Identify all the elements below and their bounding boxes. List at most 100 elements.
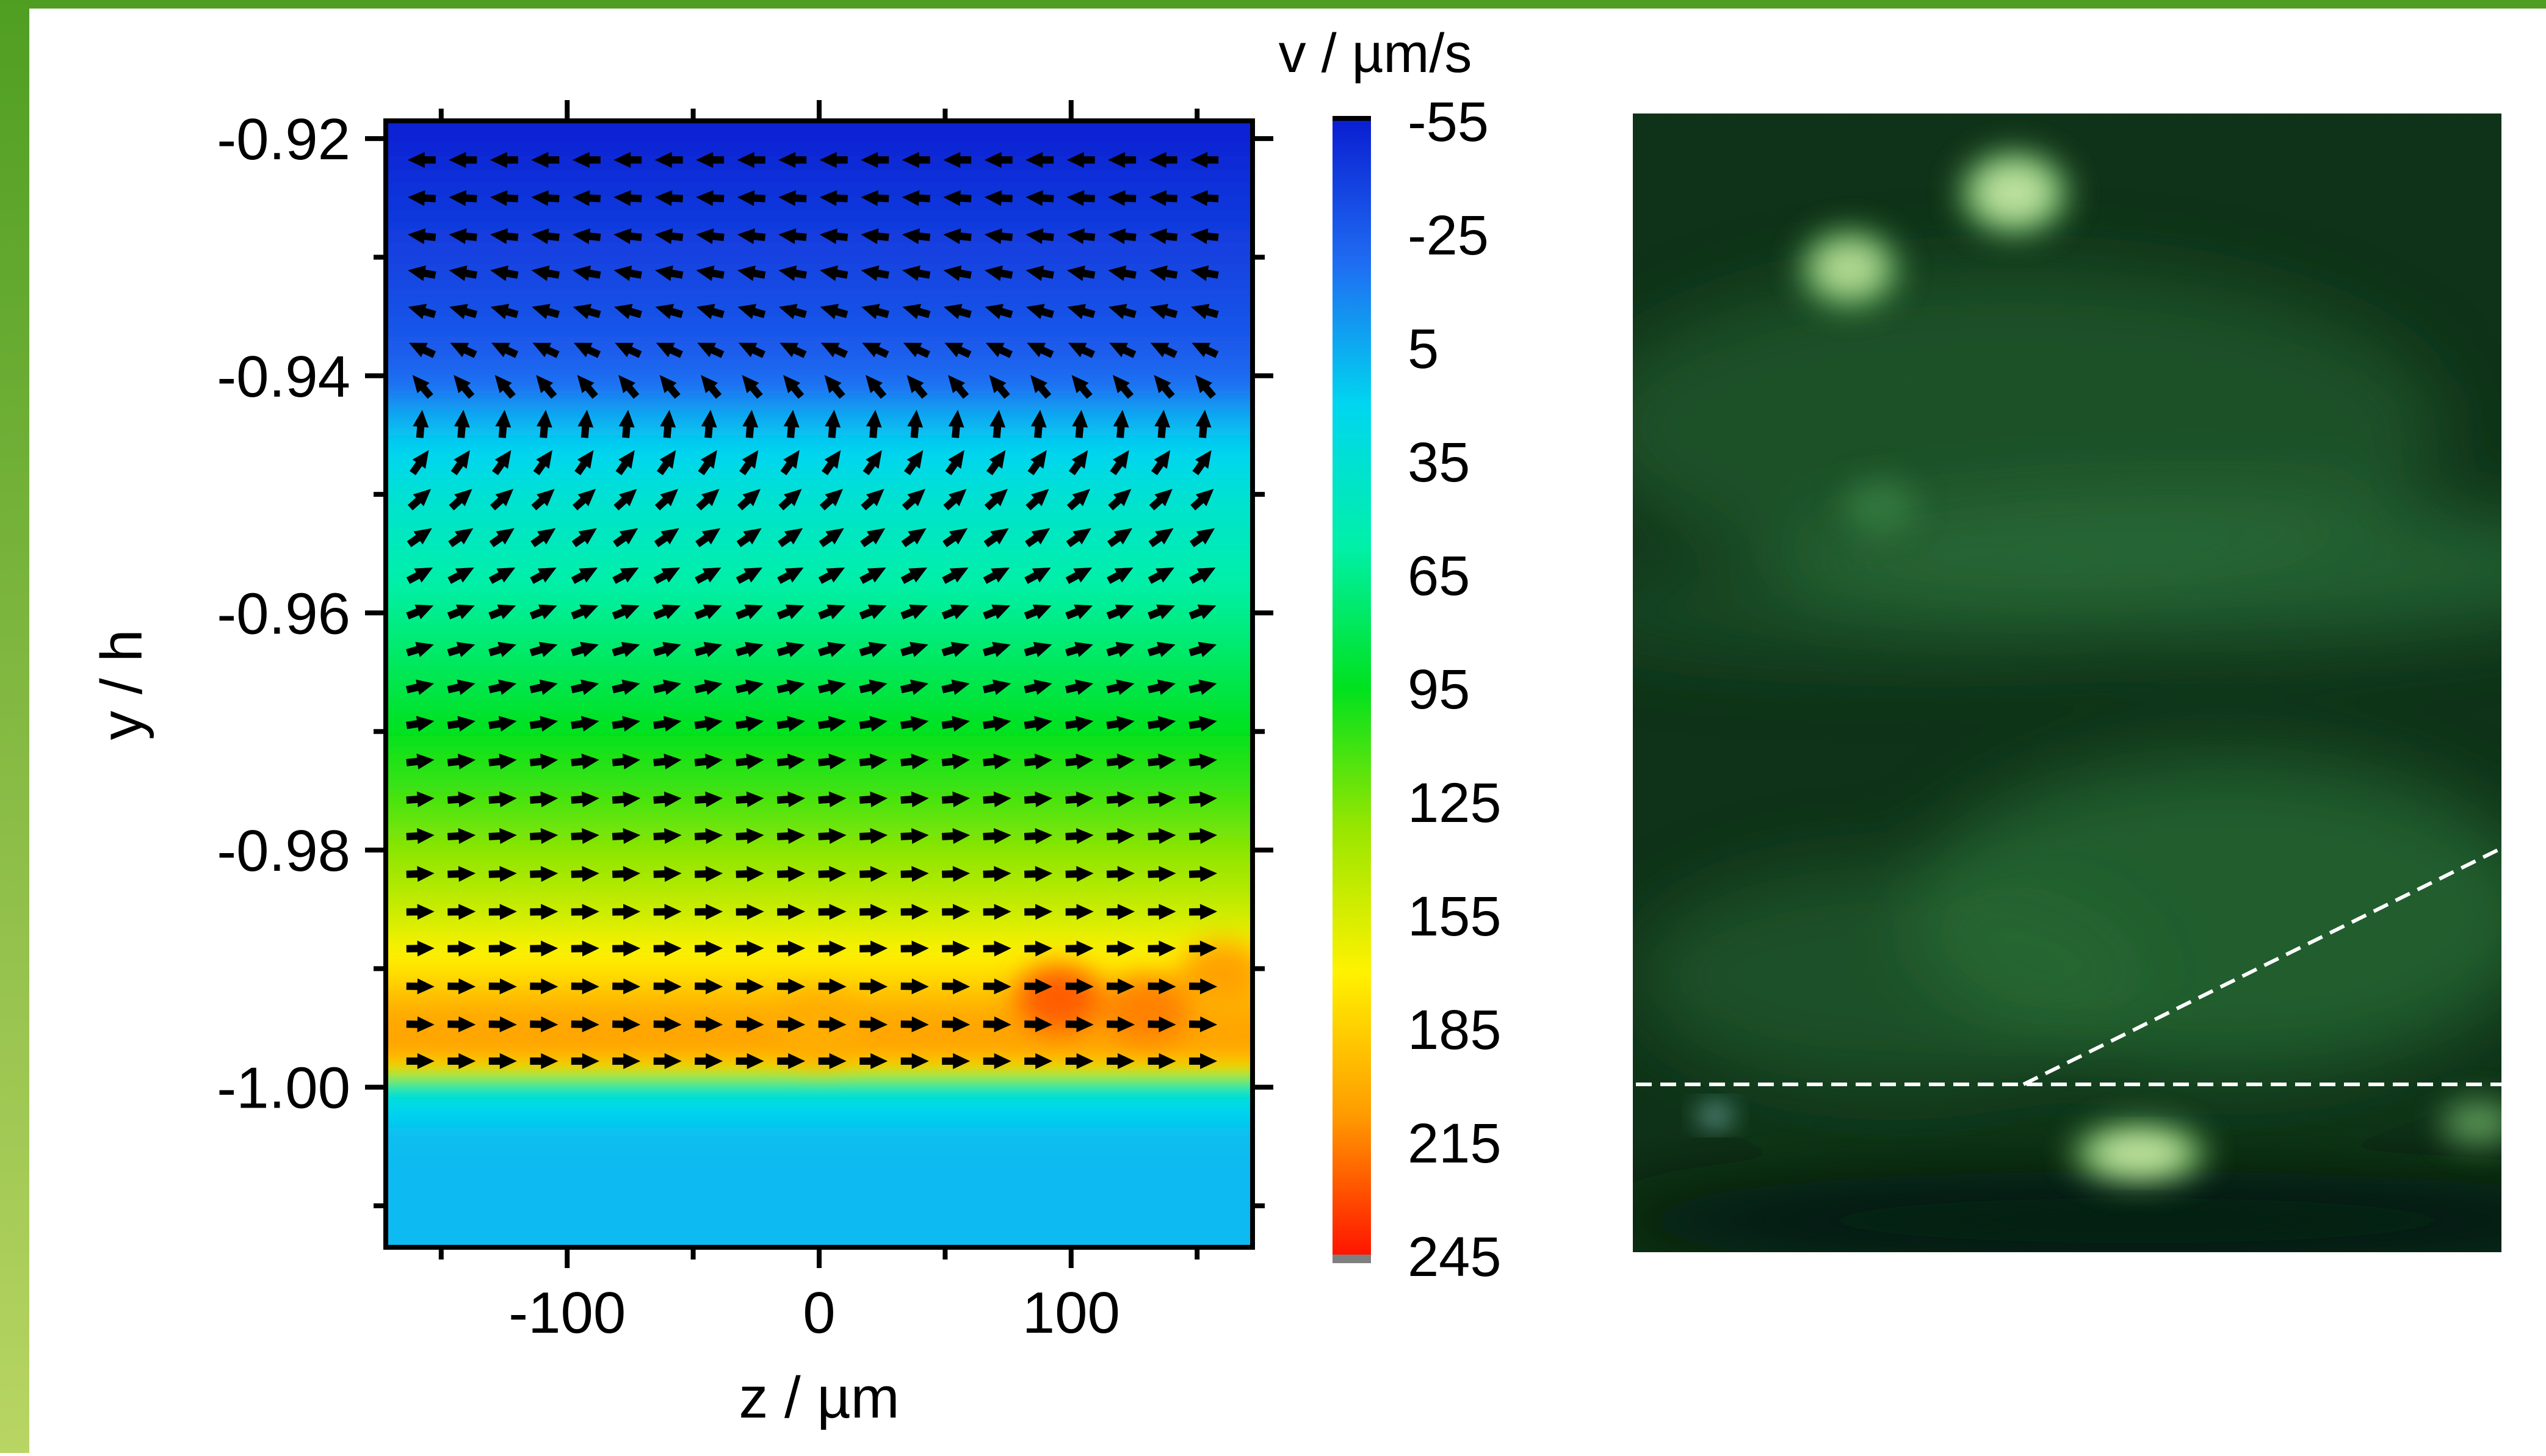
velocity-arrow — [1025, 265, 1054, 281]
velocity-arrow — [406, 567, 433, 584]
velocity-arrow — [941, 828, 971, 844]
field-band — [386, 792, 1253, 798]
colorbar-gradient — [1333, 121, 1371, 1256]
velocity-arrow — [1024, 791, 1053, 807]
velocity-arrow — [1109, 342, 1137, 358]
velocity-arrow — [450, 342, 477, 358]
field-band — [386, 594, 1253, 599]
velocity-arrow — [1148, 828, 1176, 844]
field-band — [386, 259, 1253, 265]
field-band — [386, 1081, 1253, 1087]
colorbar-tick-label: -55 — [1408, 91, 1489, 153]
velocity-arrow — [1107, 1053, 1135, 1069]
velocity-arrow — [900, 679, 929, 695]
field-band — [386, 503, 1253, 509]
field-band — [386, 657, 1253, 663]
velocity-arrow — [701, 409, 717, 438]
field-band — [386, 901, 1253, 907]
field-band — [386, 941, 1253, 947]
velocity-arrow — [900, 978, 929, 995]
velocity-arrow — [612, 978, 641, 995]
angle-dashed-line — [2022, 846, 2501, 1086]
field-band — [386, 512, 1253, 518]
field-band — [386, 566, 1253, 572]
velocity-arrow — [1066, 152, 1095, 168]
velocity-arrow — [942, 528, 968, 547]
velocity-arrow — [696, 152, 725, 168]
velocity-arrow — [825, 409, 841, 438]
velocity-arrow — [1190, 190, 1219, 206]
field-band — [386, 954, 1253, 960]
velocity-arrow — [1188, 679, 1217, 695]
velocity-arrow — [655, 304, 684, 320]
velocity-arrow — [738, 342, 765, 358]
field-band — [386, 1176, 1253, 1182]
velocity-arrow — [1148, 791, 1176, 807]
field-band — [386, 1122, 1253, 1128]
field-band — [386, 968, 1253, 975]
velocity-heatmap — [386, 121, 1253, 1247]
field-band — [386, 173, 1253, 179]
velocity-arrow — [818, 940, 847, 957]
velocity-arrow — [777, 567, 804, 584]
field-band — [386, 1090, 1253, 1096]
velocity-arrow — [902, 265, 931, 281]
field-band — [386, 1217, 1253, 1222]
velocity-arrow — [859, 978, 888, 995]
velocity-arrow — [1066, 228, 1096, 245]
velocity-arrow — [488, 866, 517, 882]
velocity-arrow — [1106, 828, 1135, 844]
field-band — [386, 178, 1253, 184]
field-band — [386, 377, 1253, 383]
velocity-arrow — [612, 791, 641, 807]
velocity-arrow — [653, 679, 682, 695]
velocity-arrow — [529, 679, 558, 695]
velocity-arrow — [907, 409, 924, 438]
field-band — [386, 291, 1253, 297]
velocity-arrow — [1025, 528, 1051, 547]
velocity-arrow — [577, 375, 598, 399]
velocity-arrow — [942, 940, 971, 957]
field-band — [386, 517, 1253, 523]
velocity-arrow — [406, 978, 435, 995]
field-band — [386, 408, 1253, 414]
velocity-arrow — [866, 375, 887, 399]
velocity-arrow — [449, 190, 477, 206]
plot-axes: -100 0 100 -0.92 -0.94 -0.96 -0.98 -1.00 — [217, 100, 1273, 1346]
velocity-arrow — [778, 152, 807, 168]
velocity-arrow — [454, 409, 470, 438]
velocity-arrow — [410, 450, 429, 475]
velocity-arrow — [948, 375, 969, 399]
velocity-arrow — [736, 904, 764, 920]
velocity-arrow — [571, 567, 598, 584]
velocity-arrow — [859, 791, 888, 807]
velocity-arrow — [1149, 228, 1178, 245]
field-band — [386, 1135, 1253, 1141]
field-band — [386, 815, 1253, 821]
velocity-arrow — [819, 152, 848, 168]
velocity-arrow — [1108, 228, 1137, 245]
velocity-arrow — [694, 828, 723, 844]
hotspot — [776, 994, 862, 1062]
velocity-arrow — [536, 409, 552, 438]
velocity-arrow — [653, 791, 682, 807]
velocity-arrow — [696, 228, 725, 245]
velocity-arrow — [1149, 190, 1177, 206]
velocity-arrow — [1148, 604, 1175, 620]
velocity-arrow — [1065, 1053, 1094, 1069]
velocity-arrow — [983, 753, 1011, 769]
velocity-arrow — [533, 450, 552, 475]
velocity-arrow — [1188, 904, 1218, 920]
velocity-arrow — [942, 567, 969, 584]
field-band — [386, 1158, 1253, 1164]
velocity-arrow — [1188, 866, 1218, 882]
velocity-arrow — [612, 679, 640, 695]
field-band — [386, 422, 1253, 428]
velocity-arrow — [488, 642, 516, 657]
colorbar-tick-label: 95 — [1408, 658, 1470, 721]
field-band — [386, 1203, 1253, 1209]
velocity-arrow — [530, 528, 556, 547]
field-band — [386, 639, 1253, 644]
velocity-arrow — [571, 753, 599, 769]
field-band — [386, 932, 1253, 938]
